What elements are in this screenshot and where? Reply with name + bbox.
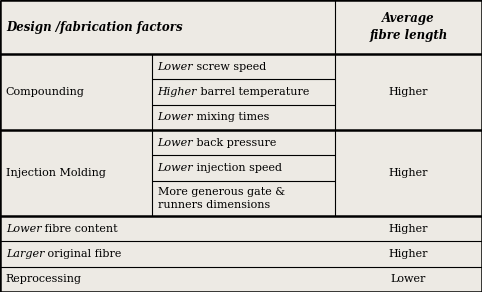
Text: Higher: Higher [158,87,197,97]
Text: Average
fibre length: Average fibre length [369,12,448,42]
Text: injection speed: injection speed [193,163,282,173]
Text: Compounding: Compounding [6,87,85,97]
Text: Higher: Higher [389,224,428,234]
Text: Lower: Lower [158,138,193,147]
Text: Lower: Lower [158,163,193,173]
Text: Higher: Higher [389,87,428,97]
Text: back pressure: back pressure [193,138,277,147]
Text: Design /fabrication factors: Design /fabrication factors [6,20,182,34]
Text: Injection Molding: Injection Molding [6,168,106,178]
Text: Lower: Lower [158,112,193,122]
Text: barrel temperature: barrel temperature [197,87,309,97]
Text: fibre content: fibre content [41,224,118,234]
Text: original fibre: original fibre [44,249,121,259]
Text: Lower: Lower [391,274,426,284]
Text: screw speed: screw speed [193,62,267,72]
Text: More generous gate &
runners dimensions: More generous gate & runners dimensions [158,187,285,210]
Text: Higher: Higher [389,249,428,259]
Text: Lower: Lower [6,224,41,234]
Text: Lower: Lower [158,62,193,72]
Text: Reprocessing: Reprocessing [6,274,82,284]
Text: mixing times: mixing times [193,112,269,122]
Text: Higher: Higher [389,168,428,178]
Text: Larger: Larger [6,249,44,259]
